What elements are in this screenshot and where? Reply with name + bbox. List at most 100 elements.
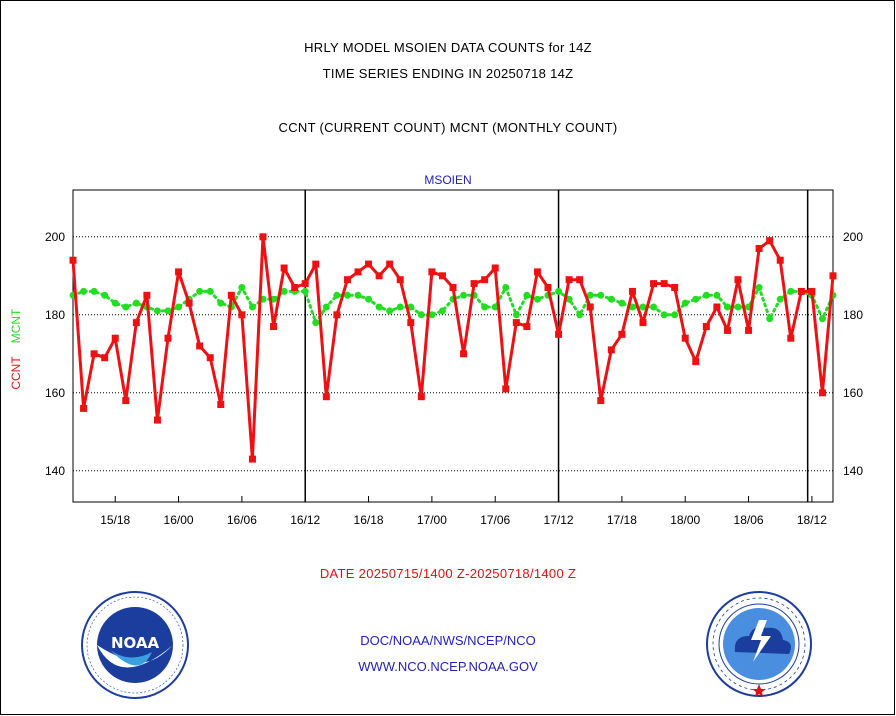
data-point-ccnt	[333, 311, 341, 319]
data-point-mcnt	[755, 284, 763, 291]
data-point-mcnt	[597, 291, 605, 299]
data-point-ccnt	[512, 319, 520, 327]
data-point-ccnt	[90, 350, 98, 358]
data-point-mcnt	[502, 284, 510, 291]
data-point-ccnt	[692, 358, 700, 366]
data-point-mcnt	[639, 303, 647, 311]
y-tick-label-left: 200	[45, 230, 65, 244]
data-point-ccnt	[597, 397, 605, 405]
data-point-ccnt	[449, 284, 457, 291]
data-point-mcnt	[111, 299, 119, 307]
data-point-ccnt	[248, 455, 256, 463]
data-point-ccnt	[407, 319, 415, 327]
data-point-mcnt	[312, 319, 320, 327]
data-point-mcnt	[523, 291, 531, 299]
data-point-ccnt	[365, 260, 373, 268]
link-doc-noaa[interactable]: DOC/NOAA/NWS/NCEP/NCO	[360, 633, 536, 648]
data-point-mcnt	[481, 303, 489, 311]
data-point-ccnt	[502, 385, 510, 393]
data-point-mcnt	[248, 303, 256, 311]
data-point-mcnt	[576, 311, 584, 319]
data-point-mcnt	[586, 291, 594, 299]
data-point-mcnt	[734, 303, 742, 311]
y-tick-label-left: 160	[45, 386, 65, 400]
x-tick-label: 18/12	[797, 513, 827, 527]
chart-title-line2: TIME SERIES ENDING IN 20250718 14Z	[322, 66, 574, 81]
data-point-ccnt	[101, 354, 109, 362]
data-point-mcnt	[660, 311, 668, 319]
data-point-ccnt	[354, 268, 362, 276]
data-point-mcnt	[776, 295, 784, 303]
data-point-mcnt	[787, 287, 795, 295]
data-point-ccnt	[544, 284, 552, 291]
nws-logo	[706, 591, 812, 697]
data-point-mcnt	[618, 299, 626, 307]
y-tick-label-right: 140	[843, 464, 863, 478]
data-point-mcnt	[217, 299, 225, 307]
data-point-mcnt	[322, 303, 330, 311]
data-point-ccnt	[69, 256, 77, 264]
data-point-ccnt	[291, 284, 299, 291]
data-point-ccnt	[175, 268, 183, 276]
data-point-ccnt	[555, 330, 563, 338]
data-point-ccnt	[734, 276, 742, 284]
y-axis-label-mcnt: MCNT	[9, 308, 23, 343]
data-point-ccnt	[586, 303, 594, 311]
data-point-ccnt	[111, 334, 119, 342]
data-point-mcnt	[607, 295, 615, 303]
data-point-ccnt	[766, 237, 774, 245]
data-point-mcnt	[175, 303, 183, 311]
data-point-mcnt	[375, 303, 383, 311]
data-point-mcnt	[565, 295, 573, 303]
data-point-mcnt	[681, 299, 689, 307]
data-point-mcnt	[766, 315, 774, 323]
data-point-mcnt	[671, 311, 679, 319]
x-tick-label: 18/06	[734, 513, 764, 527]
data-point-mcnt	[90, 287, 98, 295]
link-nco-website[interactable]: WWW.NCO.NCEP.NOAA.GOV	[358, 659, 538, 674]
data-point-ccnt	[460, 350, 468, 358]
data-point-ccnt	[607, 346, 615, 354]
data-point-ccnt	[153, 416, 161, 424]
data-point-mcnt	[650, 303, 658, 311]
data-point-ccnt	[301, 280, 309, 288]
x-tick-label: 16/06	[227, 513, 257, 527]
x-tick-label: 17/12	[544, 513, 574, 527]
chart-title-line1: HRLY MODEL MSOIEN DATA COUNTS for 14Z	[304, 40, 592, 55]
series-line-ccnt	[71, 235, 835, 461]
data-point-mcnt	[692, 295, 700, 303]
data-point-mcnt	[512, 311, 520, 319]
data-point-ccnt	[681, 334, 689, 342]
data-point-ccnt	[797, 287, 805, 295]
date-range-label: DATE 20250715/1400 Z-20250718/1400 Z	[319, 566, 577, 581]
data-point-ccnt	[639, 319, 647, 327]
y-tick-label-right: 180	[843, 308, 863, 322]
y-tick-label-right: 160	[843, 386, 863, 400]
data-point-ccnt	[533, 268, 541, 276]
data-point-mcnt	[438, 307, 446, 315]
x-tick-label: 17/18	[607, 513, 637, 527]
noaa-logo: NOAA	[81, 591, 189, 699]
data-point-ccnt	[312, 260, 320, 268]
data-point-mcnt	[164, 307, 172, 315]
data-point-ccnt	[829, 272, 837, 280]
data-point-ccnt	[576, 276, 584, 284]
data-point-mcnt	[132, 299, 140, 307]
data-point-ccnt	[196, 342, 204, 350]
data-point-mcnt	[196, 287, 204, 295]
data-point-mcnt	[713, 291, 721, 299]
data-point-mcnt	[702, 291, 710, 299]
data-point-ccnt	[660, 280, 668, 288]
data-point-mcnt	[555, 287, 563, 295]
data-point-mcnt	[206, 287, 214, 295]
plot-frame	[72, 189, 834, 503]
data-point-mcnt	[460, 291, 468, 299]
data-point-ccnt	[702, 323, 710, 330]
data-point-mcnt	[417, 311, 425, 319]
x-tick-label: 17/06	[480, 513, 510, 527]
svg-text:NOAA: NOAA	[111, 634, 160, 652]
data-point-ccnt	[776, 256, 784, 264]
data-point-ccnt	[787, 334, 795, 342]
data-point-ccnt	[417, 393, 425, 401]
